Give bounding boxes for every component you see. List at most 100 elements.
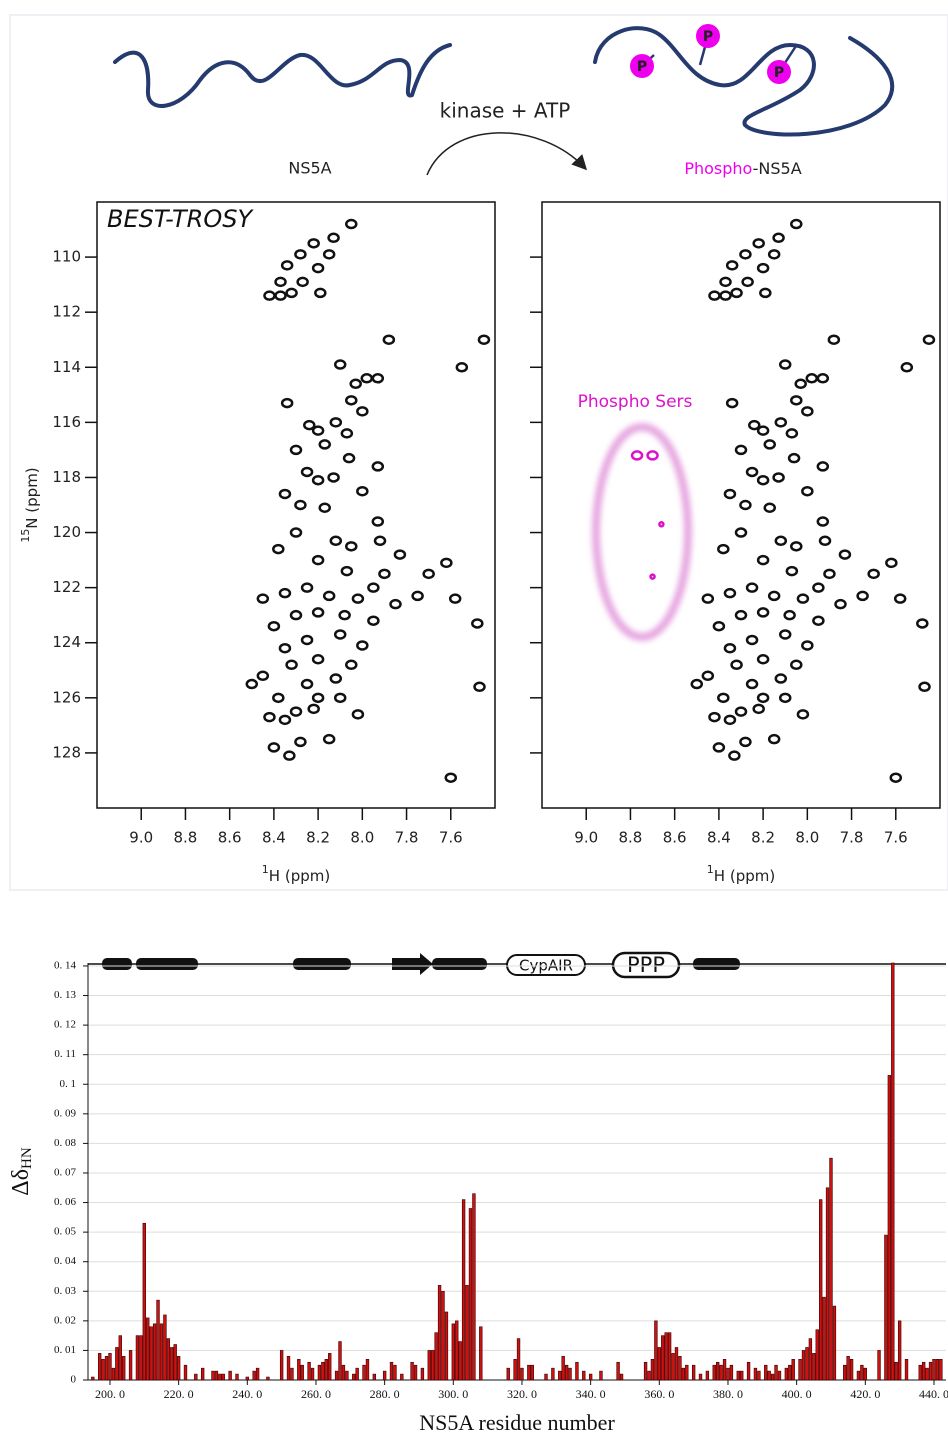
bar (513, 1358, 517, 1381)
peak (267, 742, 281, 753)
bar (891, 962, 895, 1381)
peak (289, 609, 303, 621)
bar (575, 1361, 579, 1381)
bar (846, 1356, 850, 1381)
x-tick-label: 8.2 (751, 829, 775, 847)
bar (819, 1199, 823, 1381)
bar (321, 1361, 325, 1381)
peak (356, 485, 369, 497)
peak (329, 673, 343, 684)
y-tick-label: 0. 07 (54, 1167, 77, 1179)
bar (843, 1364, 847, 1381)
bar (788, 1364, 792, 1381)
peak (280, 397, 294, 409)
peak (274, 276, 287, 288)
x-tick-label: 200. 0 (95, 1387, 125, 1401)
secondary-structure (88, 951, 946, 979)
x-tick-label: 320. 0 (507, 1387, 537, 1401)
peak (471, 618, 484, 629)
bar (506, 1367, 510, 1381)
peak (723, 714, 737, 726)
bar (544, 1373, 548, 1381)
phospho-protein-chain (593, 26, 895, 137)
peak (818, 535, 832, 547)
bar (345, 1370, 349, 1381)
peak (300, 634, 314, 646)
peak (296, 276, 309, 288)
bar (290, 1367, 294, 1381)
peak (256, 593, 270, 604)
y-tick-label: 0. 02 (54, 1314, 76, 1326)
bar (877, 1350, 881, 1381)
bar (458, 1341, 462, 1381)
y-tick-label: 0. 08 (54, 1137, 77, 1149)
peak (801, 640, 814, 651)
y-tick-label: 0. 11 (54, 1048, 76, 1060)
y-tick-label: 0. 12 (54, 1019, 76, 1031)
x-tick-label: 220. 0 (164, 1387, 194, 1401)
x-axis-label-superscript: 1 (262, 863, 269, 876)
bar (159, 1323, 164, 1381)
bar (365, 1358, 370, 1381)
bar (115, 1347, 119, 1381)
bar (413, 1364, 418, 1381)
x-tick-label: 8.4 (707, 829, 731, 847)
peak (723, 488, 737, 500)
x-tick-label: 7.6 (884, 829, 908, 847)
bar (674, 1347, 679, 1381)
bar (441, 1290, 445, 1381)
peak (329, 535, 343, 547)
phospho-peak (630, 450, 644, 461)
phospho-prefix: Phospho (684, 159, 752, 178)
peak (356, 406, 369, 417)
panel-frame (9, 14, 948, 891)
peak (772, 232, 785, 244)
bar (218, 1373, 222, 1381)
bar (183, 1364, 188, 1381)
bar (341, 1364, 346, 1381)
bar (691, 1364, 696, 1381)
peak (756, 692, 770, 704)
peak (719, 276, 732, 288)
peak (723, 587, 737, 599)
peak (790, 218, 803, 230)
y-tick-label: 126 (52, 688, 81, 706)
x-tick-label: 260. 0 (301, 1387, 331, 1401)
bar (266, 1376, 270, 1381)
y-tick-label: 122 (52, 578, 81, 596)
peak (867, 568, 880, 580)
chart-title: BEST-TROSY (107, 205, 254, 233)
bar (650, 1358, 655, 1381)
x-tick-label: 340. 0 (576, 1387, 606, 1401)
peak (371, 461, 385, 472)
bar (784, 1367, 789, 1381)
peak (816, 461, 830, 472)
peak (734, 444, 748, 456)
bar (352, 1373, 356, 1381)
peak (734, 527, 748, 538)
peak (717, 543, 730, 555)
protein-label: NS5A (288, 159, 331, 178)
bar (382, 1370, 387, 1381)
peak (422, 568, 435, 580)
y-axis-label: ΔδHN (8, 1147, 36, 1196)
bar (770, 1373, 775, 1381)
x-tick-label: 7.6 (439, 829, 463, 847)
peak (314, 287, 327, 299)
peak (796, 593, 810, 604)
peak (922, 334, 936, 345)
phosphate (696, 24, 720, 48)
peak (745, 678, 759, 690)
peak (272, 543, 285, 555)
bar (228, 1370, 232, 1381)
x-axis-label-text: H (ppm) (269, 867, 330, 885)
peak (690, 678, 704, 690)
bar (389, 1361, 394, 1381)
bar (444, 1311, 449, 1381)
peak (477, 334, 491, 345)
x-tick-label: 9.0 (129, 829, 153, 847)
peak (745, 466, 759, 478)
peak (701, 593, 715, 604)
bar (149, 1326, 153, 1381)
y-tick-label: 0. 03 (54, 1285, 77, 1297)
